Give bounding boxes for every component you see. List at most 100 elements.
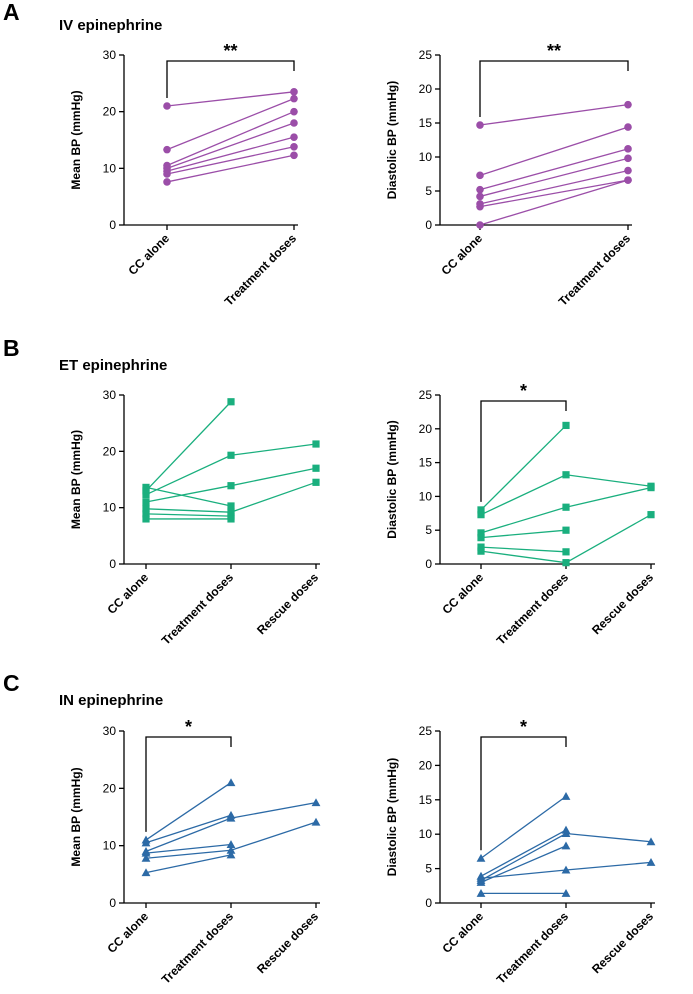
series-line [145,486,232,507]
y-tick-label: 0 [109,557,116,571]
data-point [142,491,150,499]
y-tick-label: 15 [419,793,433,807]
series-line [479,103,629,126]
data-point [476,185,484,194]
panel-letter-c: C [3,670,20,696]
x-tick-label: Rescue doses [589,909,656,976]
bracket-line [166,60,295,98]
data-point [226,813,236,822]
data-point [226,840,236,849]
y-tick-label: 5 [425,184,432,198]
data-point [477,511,485,519]
data-point [142,510,150,518]
y-axis-label: Diastolic BP (mmHg) [385,758,399,876]
significance-label: ** [547,41,561,61]
data-point [142,498,150,506]
x-tick-label: Rescue doses [254,909,321,976]
series-line [145,814,232,844]
data-point [476,171,484,180]
y-tick-label: 30 [103,388,117,402]
x-tick-label: Treatment doses [159,909,237,987]
y-tick-label: 25 [419,48,433,62]
y-tick-label: 15 [419,116,433,130]
data-point [562,548,570,556]
data-point [561,888,571,897]
data-point [142,505,150,513]
y-tick-label: 20 [103,444,117,458]
y-axis-label: Diastolic BP (mmHg) [385,81,399,199]
data-point [561,865,571,874]
y-tick-label: 0 [425,218,432,232]
data-point [226,778,236,787]
x-tick-label: Treatment doses [222,231,300,309]
data-point [311,798,321,807]
y-tick-label: 30 [103,724,117,738]
significance-bracket: ** [479,41,629,118]
series-line [479,179,629,226]
significance-bracket: * [480,381,567,502]
significance-bracket: ** [166,41,295,98]
y-tick-label: 15 [419,456,433,470]
bracket-line [480,400,567,502]
y-tick-label: 5 [425,523,432,537]
data-point [476,192,484,201]
data-point [142,515,150,523]
data-point [142,483,150,491]
bracket-line [479,60,629,118]
data-point [476,877,486,886]
y-axis-label: Mean BP (mmHg) [69,90,83,189]
data-point [624,145,632,153]
series-line [479,126,629,176]
y-tick-label: 20 [103,105,117,119]
panel-letter-a: A [3,0,20,25]
data-point [290,151,298,160]
data-point [163,178,171,186]
data-point [227,502,235,510]
data-point [312,478,320,486]
data-point [477,543,485,551]
y-tick-label: 5 [425,862,432,876]
data-point [477,506,485,514]
data-point [227,398,235,406]
y-tick-label: 10 [419,150,433,164]
series-line [480,514,652,564]
y-tick-label: 0 [109,896,116,910]
data-point [477,529,485,537]
bracket-line [480,736,567,851]
chart-2: 0 5 10 15 20 25 Diastolic BP (mmHg) CC alone Tre… [385,41,633,309]
y-tick-label: 0 [425,896,432,910]
series-line [145,782,232,841]
x-tick-label: Rescue doses [589,570,656,637]
data-point [312,464,320,472]
data-point [476,853,486,862]
panel-b-header: B ET epinephrine [3,335,167,374]
y-tick-label: 10 [103,161,117,175]
y-tick-label: 10 [419,489,433,503]
data-point [477,534,485,542]
data-point [562,421,570,430]
data-point [141,868,151,877]
x-tick-label: Rescue doses [254,570,321,637]
data-point [141,838,151,847]
y-tick-label: 25 [419,724,433,738]
data-point [562,471,570,479]
data-point [290,133,298,141]
data-point [141,848,151,857]
data-point [624,154,632,163]
series-line [479,157,629,198]
data-point [476,873,486,882]
data-point [624,166,632,175]
data-point [562,503,570,511]
data-point [290,94,298,103]
series-line [166,136,295,172]
chart-6: 0 5 10 15 20 25 Diastolic BP (mmHg) CC alone Tre… [385,717,656,987]
series-line [480,829,567,877]
y-tick-label: 20 [419,758,433,772]
panel-title-a: IV epinephrine [59,17,162,34]
data-point [227,482,235,490]
y-axis-label: Mean BP (mmHg) [69,767,83,866]
y-tick-label: 25 [419,388,433,402]
series-line [479,179,629,208]
